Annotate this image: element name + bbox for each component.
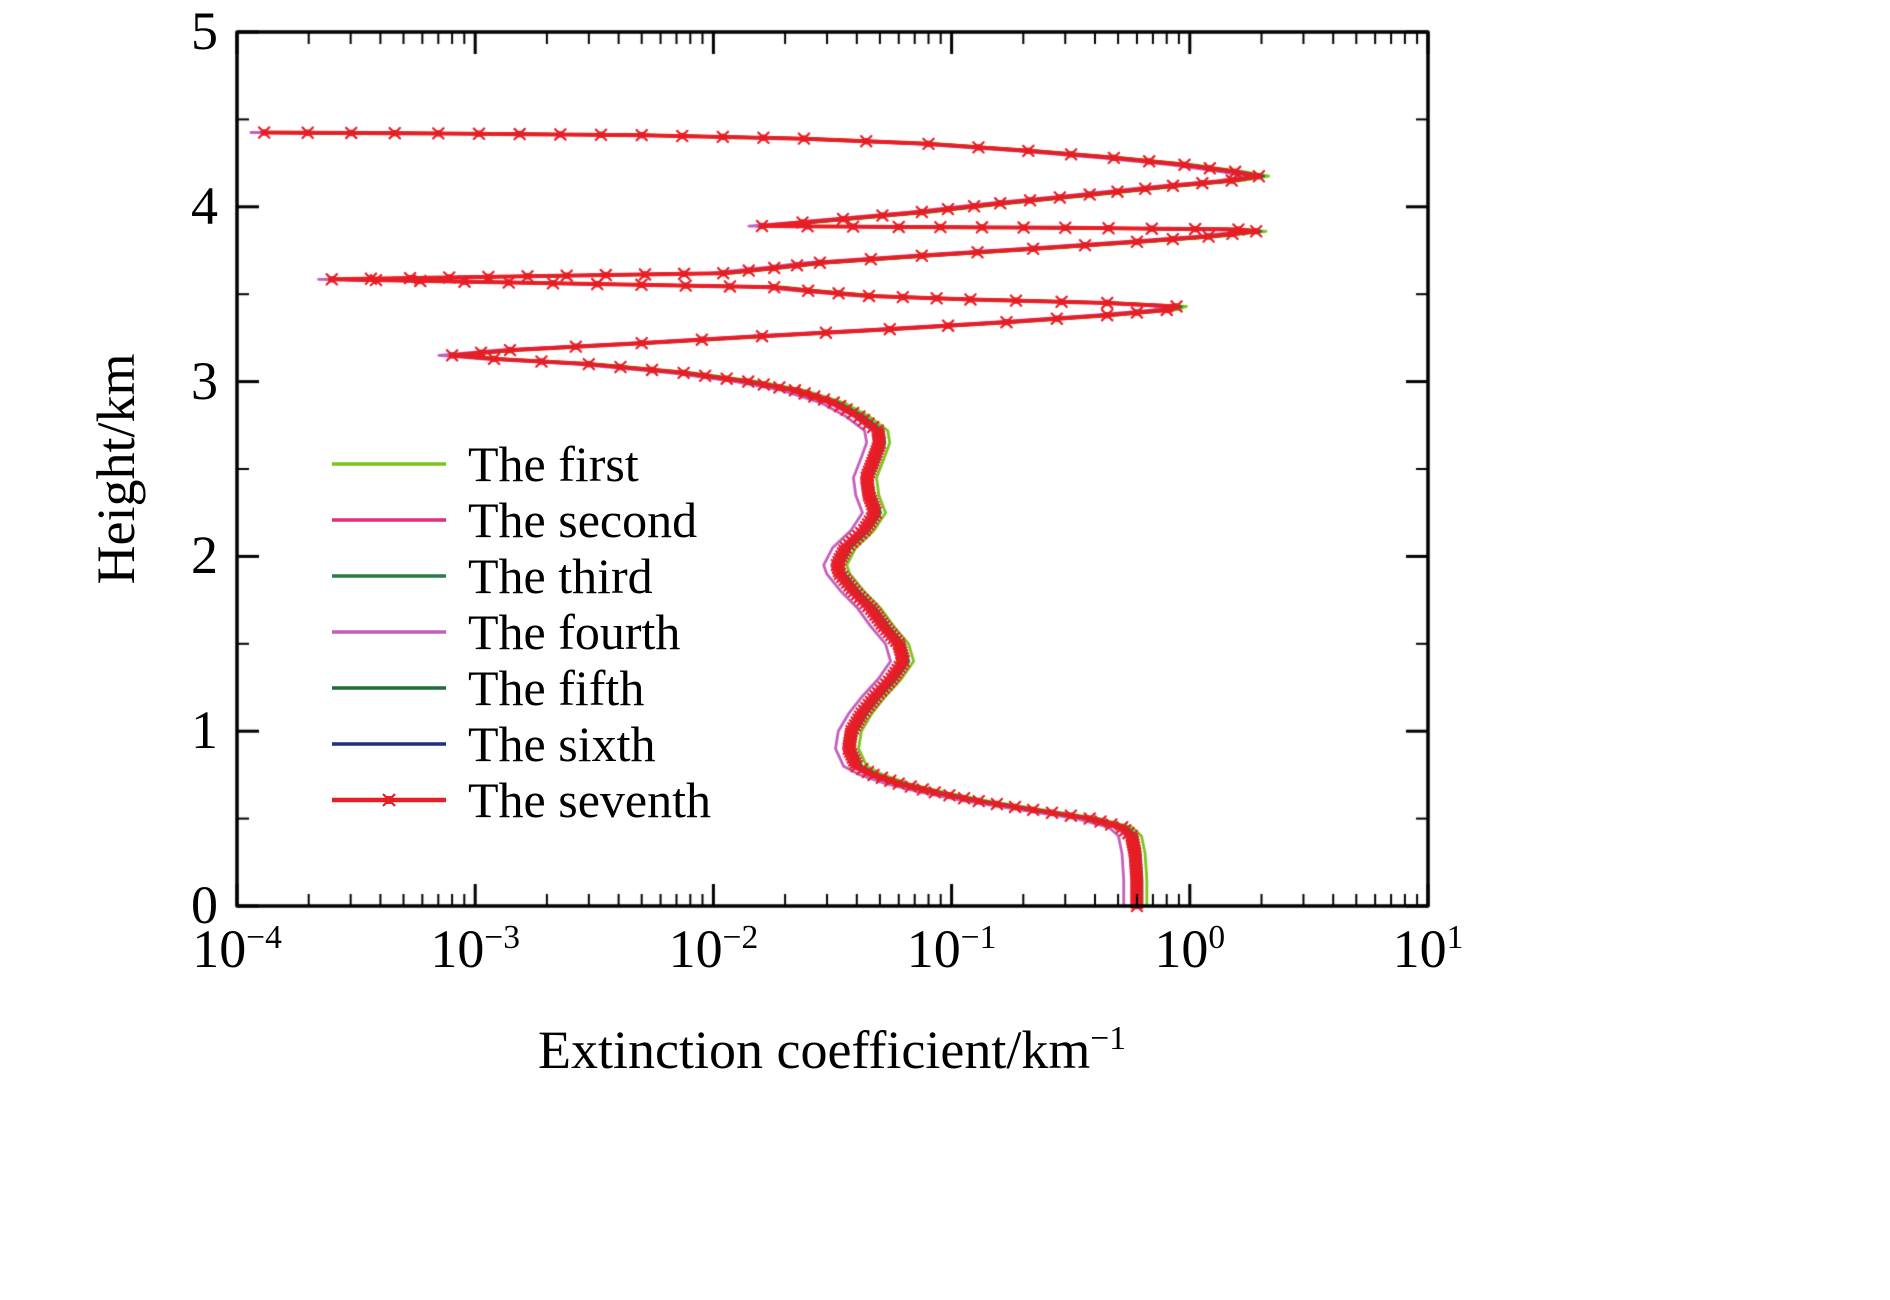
legend-line-sample bbox=[332, 518, 446, 522]
legend-item-6: The sixth bbox=[330, 716, 711, 772]
legend-item-4: The fourth bbox=[330, 604, 711, 660]
legend-item-1: The first bbox=[330, 436, 711, 492]
x-axis-label-text: Extinction coefficient/km bbox=[538, 1020, 1091, 1080]
legend-line-sample bbox=[332, 742, 446, 746]
x-tick-label: 101 bbox=[1392, 919, 1464, 979]
x-tick-label: 10−3 bbox=[430, 919, 520, 979]
legend-item-5: The fifth bbox=[330, 660, 711, 716]
y-tick-label: 1 bbox=[191, 699, 218, 760]
y-tick-label: 5 bbox=[191, 0, 218, 61]
x-tick-label: 100 bbox=[1154, 919, 1226, 979]
legend-item-2: The second bbox=[330, 492, 711, 548]
y-tick-label: 4 bbox=[191, 175, 218, 236]
legend-label: The sixth bbox=[468, 716, 656, 772]
legend-label: The fifth bbox=[468, 660, 645, 716]
legend: The first The second The third The fourth Th… bbox=[330, 436, 711, 828]
legend-item-7: The seventh bbox=[330, 772, 711, 828]
legend-label: The second bbox=[468, 492, 698, 548]
legend-line-sample bbox=[332, 793, 446, 807]
legend-line-sample bbox=[332, 686, 446, 690]
legend-label: The seventh bbox=[468, 772, 711, 828]
y-axis-label: Height/km bbox=[86, 353, 146, 585]
legend-label: The third bbox=[468, 548, 653, 604]
legend-item-3: The third bbox=[330, 548, 711, 604]
legend-line-sample bbox=[332, 574, 446, 578]
x-axis-label-superscript: −1 bbox=[1090, 1020, 1126, 1057]
x-tick-label: 10−4 bbox=[192, 919, 282, 979]
x-axis-label: Extinction coefficient/km−1 bbox=[538, 1019, 1126, 1081]
legend-line-sample bbox=[332, 462, 446, 466]
y-tick-label: 2 bbox=[191, 525, 218, 586]
x-tick-label: 10−1 bbox=[906, 919, 997, 979]
x-tick-label: 10−2 bbox=[668, 919, 759, 979]
legend-label: The first bbox=[468, 436, 639, 492]
legend-label: The fourth bbox=[468, 604, 681, 660]
y-tick-label: 3 bbox=[191, 350, 218, 411]
y-tick-label: 0 bbox=[191, 874, 218, 935]
legend-line-sample bbox=[332, 630, 446, 634]
